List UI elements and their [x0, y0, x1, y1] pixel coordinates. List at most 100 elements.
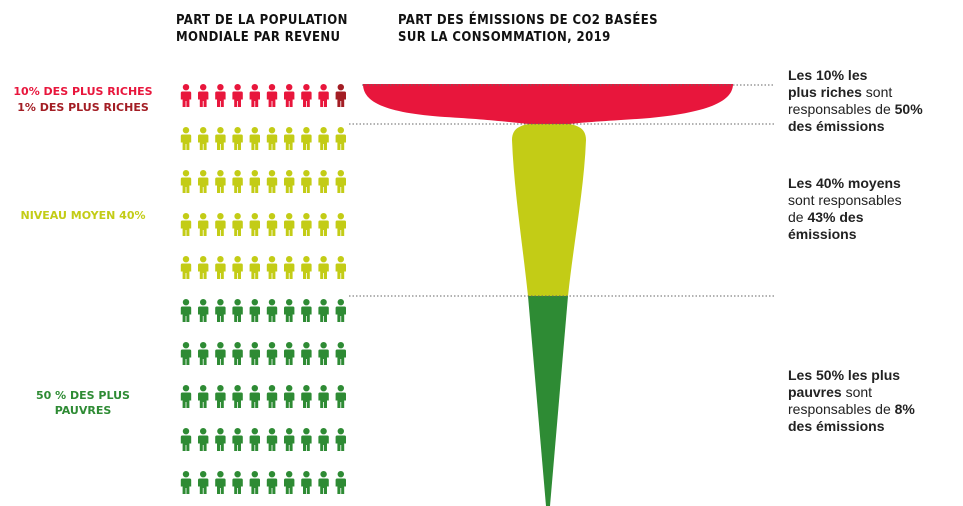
person-icon — [284, 428, 295, 451]
funnel-segment-middle — [512, 124, 586, 296]
note-top-percent: 50% — [894, 101, 923, 117]
population-pictogram — [180, 84, 346, 494]
person-icon — [215, 428, 226, 451]
person-icon — [318, 127, 329, 150]
person-icon — [335, 385, 346, 408]
person-icon — [249, 299, 260, 322]
person-icon — [335, 471, 346, 494]
person-icon — [318, 256, 329, 279]
note-middle-percent: 43% des — [807, 209, 864, 225]
person-icon — [301, 428, 312, 451]
person-icon — [266, 170, 278, 193]
person-icon — [249, 471, 260, 494]
person-icon — [249, 385, 260, 408]
person-icon — [335, 170, 346, 193]
person-icon — [266, 84, 278, 107]
person-icon — [215, 127, 226, 150]
person-icon — [284, 170, 295, 193]
bottom-label-line2: PAUVRES — [54, 404, 112, 417]
person-icon — [249, 428, 260, 451]
person-icon — [335, 127, 346, 150]
person-icon — [335, 428, 346, 451]
person-icon — [249, 127, 260, 150]
person-icon — [301, 385, 312, 408]
person-icon — [284, 84, 295, 107]
person-icon — [284, 213, 295, 236]
person-icon — [284, 127, 295, 150]
note-bottom-end: des émissions — [788, 418, 885, 434]
person-icon — [215, 342, 226, 365]
note-middle: Les 40% moyens sont responsables de 43% … — [788, 175, 958, 243]
person-icon — [318, 299, 329, 322]
person-icon — [215, 385, 226, 408]
person-icon — [198, 385, 209, 408]
top1-label: 1% DES PLUS RICHES — [17, 101, 149, 114]
person-icon — [232, 84, 243, 107]
person-icon — [318, 428, 329, 451]
emissions-header-line2: SUR LA CONSOMMATION, 2019 — [398, 30, 611, 45]
person-icon — [215, 170, 226, 193]
person-icon — [318, 84, 329, 107]
person-icon — [318, 342, 329, 365]
person-icon — [249, 213, 260, 236]
note-bottom-line1: Les 50% les plus — [788, 367, 901, 383]
person-icon — [180, 299, 192, 322]
person-icon — [301, 299, 312, 322]
note-top-text2: responsables de — [788, 101, 895, 117]
person-icon — [284, 256, 295, 279]
person-icon — [284, 471, 295, 494]
note-middle-end: émissions — [788, 226, 857, 242]
person-icon — [232, 385, 243, 408]
person-icon — [198, 342, 209, 365]
population-header: PART DE LA POPULATION MONDIALE PAR REVEN… — [176, 12, 348, 46]
person-icon — [198, 84, 209, 107]
note-top-line1: Les 10% les — [788, 67, 868, 83]
person-icon — [266, 342, 278, 365]
person-icon — [266, 256, 278, 279]
person-icon — [301, 256, 312, 279]
person-icon — [198, 127, 209, 150]
person-icon — [215, 299, 226, 322]
person-icon — [198, 428, 209, 451]
person-icon — [266, 299, 278, 322]
note-top-end: des émissions — [788, 118, 885, 134]
person-icon — [232, 342, 243, 365]
person-icon — [249, 84, 260, 107]
bottom-label-line1: 50 % DES PLUS — [36, 389, 130, 402]
funnel-segment-bottom — [528, 296, 568, 506]
person-icon — [232, 256, 243, 279]
person-icon — [266, 385, 278, 408]
person-icon — [266, 471, 278, 494]
person-icon — [335, 342, 346, 365]
person-icon — [301, 170, 312, 193]
person-icon — [180, 428, 192, 451]
person-icon — [180, 84, 192, 107]
population-header-line2: MONDIALE PAR REVENU — [176, 30, 341, 45]
person-icon — [215, 471, 226, 494]
person-icon — [301, 127, 312, 150]
person-icon — [198, 213, 209, 236]
note-bottom: Les 50% les plus pauvres sont responsabl… — [788, 367, 958, 435]
note-top-bold: plus riches — [788, 84, 862, 100]
person-icon — [335, 299, 346, 322]
person-icon — [198, 299, 209, 322]
person-icon — [180, 213, 192, 236]
person-icon — [232, 299, 243, 322]
person-icon — [284, 385, 295, 408]
person-icon — [318, 471, 329, 494]
person-icon — [284, 342, 295, 365]
person-icon — [215, 84, 226, 107]
person-icon — [266, 428, 278, 451]
person-icon — [180, 385, 192, 408]
person-icon — [198, 256, 209, 279]
person-icon — [335, 256, 346, 279]
person-icon — [215, 213, 226, 236]
middle-label: NIVEAU MOYEN 40% — [20, 209, 146, 222]
person-icon — [232, 127, 243, 150]
person-icon — [301, 213, 312, 236]
person-icon — [232, 428, 243, 451]
note-middle-text: de — [788, 209, 808, 225]
person-icon — [198, 471, 209, 494]
person-icon — [180, 471, 192, 494]
